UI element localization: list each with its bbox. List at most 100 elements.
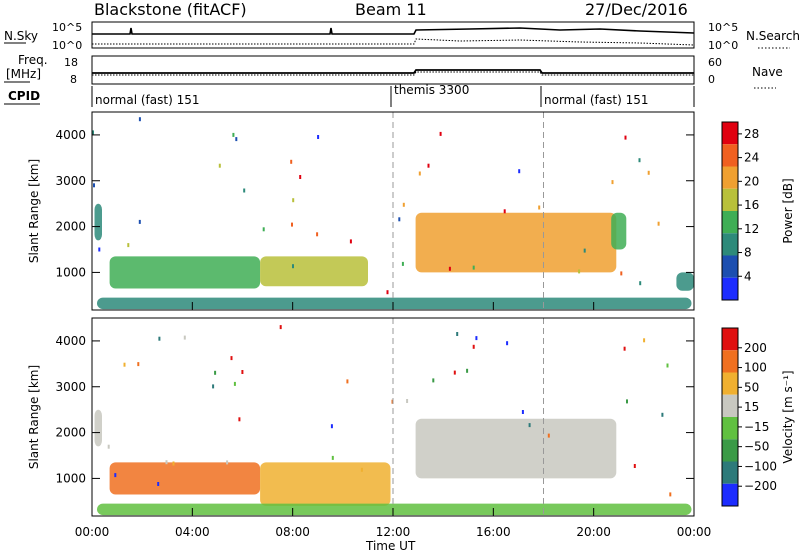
frequency-panel: Freq. [MHz] 18 8 60 0 Nave (4, 53, 783, 89)
colorbar-tick-label: 50 (744, 380, 759, 394)
scatter-echo (157, 482, 160, 486)
scatter-echo (620, 271, 623, 276)
colorbar-label: Velocity [m s⁻¹] (781, 370, 795, 463)
scatter-echo (346, 379, 349, 384)
nsky-tick-top: 10^5 (52, 21, 82, 34)
colorbar-tick-label: 24 (744, 151, 759, 165)
scatter-echo (183, 335, 186, 340)
x-tick-label: 00:00 (75, 525, 110, 539)
power-heatmap-panel: 1000 2000 3000 4000 Slant Range [km] 4 8 12 16 20… (27, 111, 795, 311)
scatter-echo (98, 247, 101, 252)
scatter-echo (402, 202, 405, 207)
y-tick-label: 3000 (55, 174, 86, 188)
colorbar-swatch (722, 211, 738, 234)
scatter-echo (398, 217, 401, 222)
scatter-echo (406, 399, 409, 403)
scatter-echo (291, 222, 293, 227)
freq-tick-top: 18 (64, 56, 78, 69)
scatter-echo (114, 473, 117, 478)
echo-region (260, 256, 368, 287)
nave-tick-bottom: 0 (708, 73, 715, 86)
colorbar-swatch (722, 166, 738, 189)
scatter-echo (127, 243, 130, 248)
scatter-echo (138, 117, 141, 122)
scatter-echo (92, 130, 94, 135)
scatter-echo (235, 137, 238, 142)
echo-region (94, 409, 102, 447)
scatter-echo (661, 412, 664, 417)
colorbar-swatch (722, 417, 738, 440)
scatter-echo (611, 180, 614, 185)
scatter-echo (521, 410, 524, 414)
station-title: Blackstone (fitACF) (94, 0, 247, 19)
scatter-echo (432, 378, 435, 383)
scatter-echo (647, 170, 650, 175)
y-tick-label: 2000 (55, 426, 86, 440)
colorbar-swatch (722, 144, 738, 167)
scatter-echo (241, 370, 244, 374)
scatter-echo (401, 261, 404, 266)
x-tick-label: 08:00 (275, 525, 310, 539)
colorbar-swatch (722, 372, 738, 395)
colorbar-swatch (722, 461, 738, 484)
scatter-echo (583, 248, 586, 253)
colorbar-frame (721, 327, 739, 507)
scatter-echo (137, 362, 140, 367)
scatter-echo (93, 183, 95, 188)
scatter-echo (427, 163, 430, 168)
colorbar-tick-label: 15 (744, 400, 759, 414)
cpid-panel: CPID normal (fast) 151 themis 3300 norma… (4, 83, 695, 107)
scatter-echo (330, 424, 333, 429)
nsearch-tick-bottom: 10^0 (708, 39, 738, 52)
scatter-echo (466, 368, 469, 373)
velocity-heatmap-panel: 1000 2000 3000 4000 Slant Range [km] 200 100 50… (27, 317, 795, 517)
colorbar-frame (721, 121, 739, 301)
colorbar-tick-label: 20 (744, 174, 759, 188)
y-tick-label: 2000 (55, 220, 86, 234)
scatter-echo (528, 423, 531, 428)
cpid-label: CPID (8, 89, 40, 103)
y-tick-label: 4000 (55, 334, 86, 348)
scatter-echo (666, 363, 669, 368)
echo-region (260, 462, 391, 506)
scatter-echo (506, 341, 509, 346)
scatter-echo (547, 433, 550, 438)
scatter-echo (107, 444, 110, 449)
echo-region (611, 212, 627, 250)
cpid-segment-2: themis 3300 (394, 83, 469, 97)
colorbar-swatch (722, 188, 738, 211)
scatter-echo (538, 205, 541, 210)
date-title: 27/Dec/2016 (585, 0, 688, 19)
colorbar-tick-label: 12 (744, 222, 759, 236)
scatter-echo (643, 338, 646, 343)
scatter-echo (349, 239, 352, 244)
scatter-echo (633, 464, 636, 468)
beam-title: Beam 11 (355, 0, 427, 19)
scatter-echo (331, 455, 334, 460)
colorbar-tick-label: −50 (744, 440, 769, 454)
y-axis-label: Slant Range [km] (27, 365, 41, 469)
scatter-echo (292, 264, 294, 269)
scatter-echo (623, 346, 626, 351)
nsky-label: N.Sky (4, 29, 38, 43)
scatter-echo (262, 227, 265, 232)
scatter-echo (212, 384, 215, 389)
colorbar-tick-label: −200 (744, 479, 777, 493)
scatter-echo (475, 336, 478, 341)
colorbar-swatch (722, 255, 738, 278)
scatter-echo (418, 171, 421, 176)
freq-tick-bottom: 8 (70, 73, 77, 86)
colorbar-swatch (722, 328, 738, 351)
x-axis-ticks: 00:00 04:00 08:00 12:00 16:00 20:00 00:00 (75, 525, 712, 539)
scatter-echo (638, 158, 641, 163)
nsky-trace (92, 27, 695, 35)
noise-panel: N.Sky 10^5 10^0 10^5 10^0 N.Search (4, 21, 800, 52)
scatter-echo (439, 131, 442, 136)
echo-region (415, 418, 617, 479)
scatter-echo (292, 198, 295, 203)
x-axis-label: Time UT (365, 539, 416, 553)
scatter-echo (317, 135, 320, 139)
echo-region (97, 297, 692, 310)
scatter-echo (226, 460, 229, 465)
